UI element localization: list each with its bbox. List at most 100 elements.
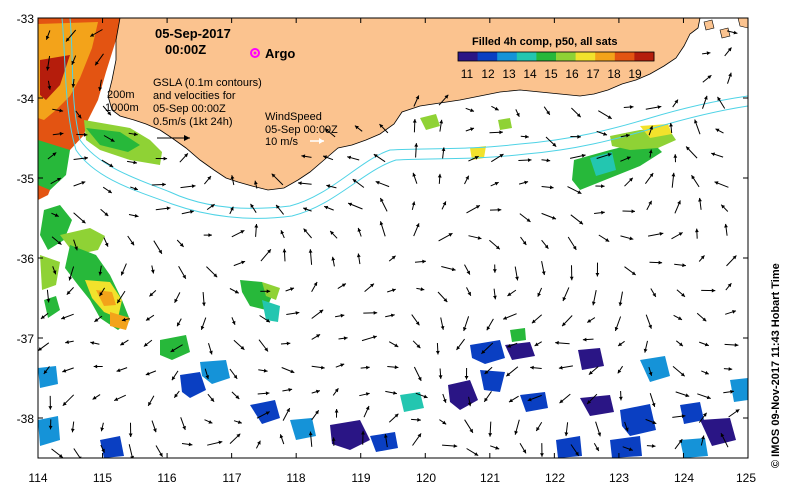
velocity-arrowhead xyxy=(411,201,416,206)
velocity-arrowhead xyxy=(420,287,425,292)
velocity-arrowhead xyxy=(526,218,531,222)
velocity-arrowhead xyxy=(678,439,683,444)
velocity-arrowhead xyxy=(649,173,654,177)
velocity-arrowhead xyxy=(652,420,657,425)
velocity-arrowhead xyxy=(601,210,605,215)
velocity-arrowhead xyxy=(549,185,554,190)
velocity-arrowhead xyxy=(443,298,448,302)
velocity-arrowhead xyxy=(562,322,566,327)
velocity-arrowhead xyxy=(527,397,532,402)
velocity-arrowhead xyxy=(702,317,707,322)
velocity-arrowhead xyxy=(70,428,75,433)
velocity-arrowhead xyxy=(52,270,57,275)
velocity-arrowhead xyxy=(546,110,550,115)
velocity-arrowhead xyxy=(114,397,119,401)
velocity-arrowhead xyxy=(170,348,175,352)
velocity-arrowhead xyxy=(422,259,426,264)
y-tick-label: -36 xyxy=(17,252,35,266)
argo-label: Argo xyxy=(265,46,295,61)
velocity-arrowhead xyxy=(552,216,556,220)
velocity-arrowhead xyxy=(643,348,648,353)
velocity-arrowhead xyxy=(412,172,417,177)
velocity-arrowhead xyxy=(62,401,67,406)
velocity-arrowhead xyxy=(732,255,737,260)
velocity-arrowhead xyxy=(484,397,488,402)
velocity-arrowhead xyxy=(569,276,574,281)
gsla-line1: GSLA (0.1m contours) xyxy=(153,77,262,89)
velocity-arrowhead xyxy=(674,99,678,104)
velocity-arrowhead xyxy=(95,61,99,66)
velocity-arrowhead xyxy=(582,337,587,342)
x-tick-label: 125 xyxy=(736,471,756,485)
velocity-arrowhead xyxy=(218,440,223,445)
velocity-arrowhead xyxy=(624,427,629,432)
velocity-arrowhead xyxy=(361,430,365,435)
velocity-arrowhead xyxy=(702,412,707,417)
velocity-arrowhead xyxy=(691,175,695,180)
velocity-arrowhead xyxy=(340,313,345,318)
velocity-arrowhead xyxy=(286,408,290,413)
velocity-arrowhead xyxy=(499,130,503,135)
velocity-arrowhead xyxy=(210,397,215,402)
velocity-arrowhead xyxy=(158,249,162,254)
velocity-arrowhead xyxy=(394,413,399,418)
velocity-arrowhead xyxy=(182,425,186,430)
velocity-arrowhead xyxy=(290,287,294,291)
colorbar-label: 13 xyxy=(502,67,516,81)
velocity-arrowhead xyxy=(347,155,352,160)
isobath-200-label: 200m xyxy=(107,89,135,101)
velocity-arrowhead xyxy=(330,231,334,235)
velocity-arrowhead xyxy=(448,233,453,237)
velocity-arrowhead xyxy=(323,155,328,159)
velocity-arrowhead xyxy=(134,186,138,191)
velocity-arrowhead xyxy=(732,310,736,314)
velocity-arrowhead xyxy=(57,240,62,245)
colorbar-swatch xyxy=(477,52,498,61)
velocity-arrowhead xyxy=(629,177,633,182)
velocity-arrowhead xyxy=(704,370,709,375)
velocity-arrowhead xyxy=(686,146,690,151)
colorbar-swatch xyxy=(595,52,616,61)
y-tick-label: -37 xyxy=(17,332,35,346)
velocity-arrowhead xyxy=(254,180,258,185)
velocity-arrowhead xyxy=(465,175,469,180)
velocity-arrowhead xyxy=(179,243,184,247)
velocity-arrowhead xyxy=(694,119,698,124)
velocity-arrowhead xyxy=(442,398,447,403)
velocity-arrowhead xyxy=(678,232,683,236)
velocity-arrowhead xyxy=(59,131,64,136)
wind-line2: 05-Sep 00:00Z xyxy=(265,124,338,136)
velocity-arrowhead xyxy=(506,372,511,377)
velocity-arrowhead xyxy=(149,292,154,297)
velocity-arrowhead xyxy=(93,364,98,369)
colorbar-label: 16 xyxy=(565,67,579,81)
velocity-arrowhead xyxy=(720,433,725,438)
velocity-arrowhead xyxy=(84,156,88,161)
velocity-arrowhead xyxy=(107,111,111,116)
velocity-arrowhead xyxy=(117,299,121,304)
velocity-arrowhead xyxy=(597,432,602,437)
velocity-arrowhead xyxy=(631,209,635,214)
velocity-arrowhead xyxy=(546,158,551,163)
velocity-arrowhead xyxy=(626,133,630,138)
velocity-arrowhead xyxy=(618,342,623,346)
velocity-arrowhead xyxy=(236,433,241,438)
velocity-arrowhead xyxy=(391,255,396,260)
velocity-arrowhead xyxy=(477,236,482,240)
velocity-arrowhead xyxy=(706,395,711,400)
velocity-arrowhead xyxy=(704,95,708,100)
velocity-arrowhead xyxy=(711,288,716,293)
velocity-arrowhead xyxy=(651,444,656,448)
velocity-arrowhead xyxy=(493,295,497,300)
velocity-arrowhead xyxy=(499,154,504,158)
velocity-arrowhead xyxy=(629,105,634,109)
velocity-arrowhead xyxy=(588,370,593,375)
x-tick-label: 120 xyxy=(416,471,436,485)
velocity-arrowhead xyxy=(373,311,378,315)
velocity-arrowhead xyxy=(191,184,196,189)
velocity-arrowhead xyxy=(38,347,42,351)
velocity-arrowhead xyxy=(295,311,300,315)
velocity-arrow xyxy=(73,448,81,458)
velocity-arrowhead xyxy=(101,448,105,453)
velocity-arrowhead xyxy=(415,223,420,228)
